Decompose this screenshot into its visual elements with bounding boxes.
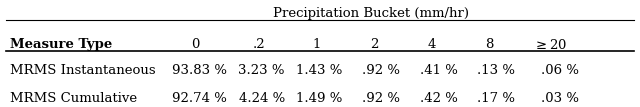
Text: 3.23 %: 3.23 % — [238, 64, 285, 77]
Text: .92 %: .92 % — [362, 92, 400, 105]
Text: $\geq$20: $\geq$20 — [533, 38, 568, 52]
Text: .2: .2 — [253, 38, 266, 51]
Text: 8: 8 — [485, 38, 494, 51]
Text: MRMS Cumulative: MRMS Cumulative — [10, 92, 137, 105]
Text: 1.43 %: 1.43 % — [296, 64, 342, 77]
Text: 1.49 %: 1.49 % — [296, 92, 342, 105]
Text: 0: 0 — [191, 38, 200, 51]
Text: .13 %: .13 % — [477, 64, 515, 77]
Text: 93.83 %: 93.83 % — [172, 64, 227, 77]
Text: 4: 4 — [428, 38, 436, 51]
Text: .06 %: .06 % — [541, 64, 579, 77]
Text: Precipitation Bucket (mm/hr): Precipitation Bucket (mm/hr) — [273, 7, 469, 20]
Text: .42 %: .42 % — [420, 92, 458, 105]
Text: Measure Type: Measure Type — [10, 38, 112, 51]
Text: 2: 2 — [370, 38, 379, 51]
Text: 1: 1 — [312, 38, 321, 51]
Text: .03 %: .03 % — [541, 92, 579, 105]
Text: MRMS Instantaneous: MRMS Instantaneous — [10, 64, 156, 77]
Text: .17 %: .17 % — [477, 92, 515, 105]
Text: .41 %: .41 % — [420, 64, 458, 77]
Text: 4.24 %: 4.24 % — [239, 92, 285, 105]
Text: 92.74 %: 92.74 % — [172, 92, 227, 105]
Text: .92 %: .92 % — [362, 64, 400, 77]
